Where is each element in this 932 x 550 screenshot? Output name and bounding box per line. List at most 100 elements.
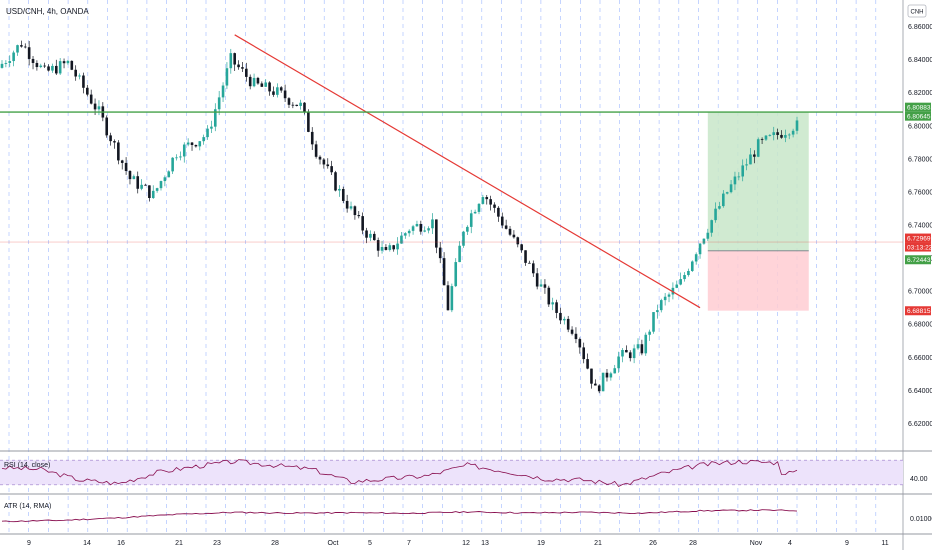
candle-148 (574, 327, 578, 344)
candle-74 (287, 97, 291, 109)
price-tag-0: 6.80883 (905, 102, 931, 112)
candle-163 (632, 344, 636, 364)
candle-62 (241, 61, 244, 73)
candle-130 (504, 219, 508, 230)
candle-112 (435, 219, 438, 254)
candle-158 (613, 364, 617, 374)
candle-91 (353, 205, 357, 220)
candle-106 (411, 224, 415, 235)
candle-13 (51, 63, 54, 73)
candle-115 (446, 281, 450, 311)
candle-85 (330, 160, 333, 175)
candle-170 (659, 298, 663, 313)
candle-125 (485, 194, 489, 205)
candle-34 (132, 174, 136, 180)
candle-192 (745, 158, 748, 171)
stop-zone (707, 250, 809, 311)
price-tick-10: 6.66000 (908, 355, 932, 362)
candle-81 (314, 140, 318, 159)
candle-197 (764, 135, 768, 142)
time-tick-9: 12 (462, 540, 470, 547)
candle-105 (407, 229, 411, 237)
candle-50 (194, 144, 198, 148)
price-tick-6: 6.74000 (908, 223, 932, 230)
candle-203 (787, 133, 791, 140)
candle-43 (167, 170, 171, 178)
candle-68 (264, 79, 268, 88)
candle-77 (299, 99, 302, 110)
candle-200 (776, 128, 779, 140)
candle-29 (113, 139, 116, 149)
candle-16 (62, 58, 66, 69)
currency-badge[interactable]: CNH (907, 4, 927, 18)
candle-151 (586, 353, 589, 370)
candle-159 (617, 351, 620, 373)
candle-40 (155, 187, 159, 193)
price-tick-9: 6.68000 (908, 322, 932, 329)
atr-title: ATR (14, RMA) (4, 503, 51, 510)
candle-57 (221, 82, 225, 103)
candle-142 (551, 297, 554, 311)
svg-text:6.72969: 6.72969 (907, 235, 931, 242)
candle-35 (136, 171, 140, 194)
trendline[interactable] (234, 34, 701, 309)
candle-109 (423, 226, 427, 233)
candle-76 (295, 104, 299, 107)
candle-72 (279, 86, 283, 93)
candle-154 (597, 384, 601, 394)
candle-122 (473, 209, 477, 214)
candle-149 (578, 337, 582, 354)
rsi-tick-0: 40.00 (910, 476, 928, 483)
candle-164 (636, 338, 640, 350)
candle-120 (466, 225, 469, 235)
price-tag-1: 6.80645 (905, 111, 931, 121)
candle-104 (404, 232, 407, 239)
candle-189 (733, 171, 737, 191)
candle-80 (310, 127, 314, 150)
candle-174 (675, 280, 679, 289)
candle-42 (163, 175, 167, 187)
candle-144 (559, 307, 562, 325)
candle-169 (656, 304, 659, 319)
candle-69 (268, 81, 271, 96)
candle-58 (225, 62, 229, 90)
candle-172 (667, 292, 671, 303)
candle-73 (283, 84, 287, 102)
candle-1 (4, 60, 8, 68)
candle-99 (384, 244, 388, 251)
candle-132 (512, 230, 516, 239)
price-tick-8: 6.70000 (908, 289, 932, 296)
candle-150 (582, 342, 586, 364)
candle-90 (349, 201, 353, 211)
candle-186 (722, 190, 725, 208)
candle-205 (795, 116, 799, 135)
candle-136 (528, 260, 531, 264)
time-tick-18: 11 (881, 540, 888, 547)
candle-46 (179, 151, 182, 161)
candle-71 (276, 83, 279, 98)
candle-119 (462, 230, 465, 248)
candle-165 (640, 339, 644, 356)
candle-108 (419, 220, 423, 235)
svg-text:6.80883: 6.80883 (907, 104, 931, 111)
svg-text:6.72443: 6.72443 (907, 257, 931, 264)
candle-88 (341, 186, 345, 204)
candle-17 (66, 60, 70, 65)
time-tick-8: 7 (407, 540, 411, 547)
candle-36 (140, 179, 143, 191)
candle-6 (23, 43, 27, 49)
candle-22 (86, 84, 89, 97)
candle-202 (784, 129, 787, 143)
time-tick-16: 4 (788, 540, 792, 547)
candle-56 (217, 90, 221, 116)
candle-14 (54, 59, 58, 76)
rsi-band (0, 460, 903, 485)
svg-text:6.80645: 6.80645 (907, 113, 931, 120)
candle-102 (396, 237, 399, 255)
candle-128 (497, 206, 500, 222)
rsi-pane: 40.00 (0, 459, 928, 488)
candle-124 (481, 194, 485, 205)
candle-139 (539, 279, 543, 288)
candle-19 (74, 65, 77, 81)
